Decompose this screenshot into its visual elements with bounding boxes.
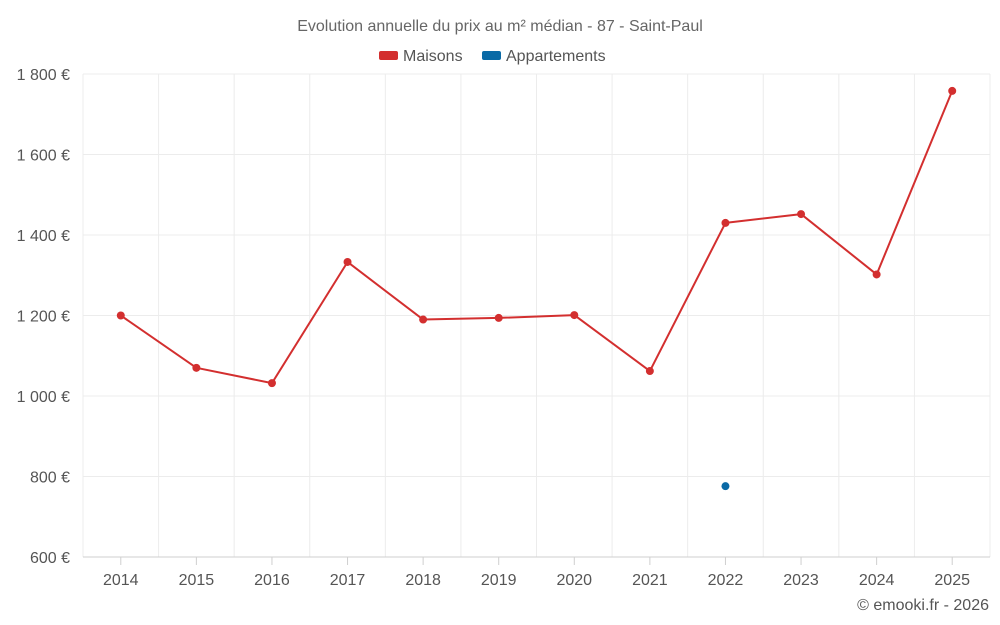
data-point-maisons-2023[interactable] [797, 210, 806, 219]
y-tick-label: 1 400 € [17, 228, 70, 245]
data-point-maisons-2020[interactable] [570, 311, 579, 320]
data-point-maisons-2014[interactable] [116, 311, 125, 320]
x-tick-label: 2020 [556, 572, 592, 589]
legend-item-maisons[interactable]: Maisons [379, 48, 463, 65]
x-tick-label: 2016 [254, 572, 290, 589]
x-tick-label: 2019 [481, 572, 517, 589]
data-point-appartements-2022[interactable] [721, 482, 730, 491]
data-point-maisons-2019[interactable] [494, 313, 503, 322]
data-point-maisons-2018[interactable] [419, 315, 428, 324]
y-tick-label: 1 200 € [17, 309, 70, 326]
legend-swatch-appartements [482, 51, 501, 60]
x-tick-label: 2023 [783, 572, 819, 589]
y-tick-label: 1 800 € [17, 67, 70, 84]
data-point-maisons-2022[interactable] [721, 218, 730, 227]
y-tick-label: 1 600 € [17, 148, 70, 165]
legend-swatch-maisons [379, 51, 398, 60]
series-appartements [721, 482, 730, 491]
data-point-maisons-2016[interactable] [267, 379, 276, 388]
x-tick-label: 2022 [708, 572, 744, 589]
x-tick-label: 2021 [632, 572, 668, 589]
y-tick-label: 1 000 € [17, 389, 70, 406]
x-tick-label: 2014 [103, 572, 139, 589]
legend-label-appartements: Appartements [506, 48, 606, 65]
y-tick-label: 800 € [30, 470, 70, 487]
data-point-maisons-2015[interactable] [192, 363, 201, 372]
data-point-maisons-2021[interactable] [645, 367, 654, 376]
legend-item-appartements[interactable]: Appartements [482, 48, 606, 65]
series [116, 86, 957, 491]
x-tick-label: 2015 [179, 572, 215, 589]
x-tick-label: 2018 [405, 572, 441, 589]
x-tick-label: 2024 [859, 572, 895, 589]
grid [82, 73, 991, 557]
x-tick-label: 2025 [934, 572, 970, 589]
axes: 600 € 800 € 1 000 € 1 200 € 1 400 € 1 600 € 1 … [17, 67, 990, 589]
legend-label-maisons: Maisons [403, 48, 463, 65]
x-tick-label: 2017 [330, 572, 366, 589]
y-tick-label: 600 € [30, 550, 70, 567]
credit-text: © emooki.fr - 2026 [857, 597, 989, 614]
data-point-maisons-2024[interactable] [872, 270, 881, 279]
series-maisons [116, 86, 957, 388]
data-point-maisons-2017[interactable] [343, 257, 352, 266]
legend: Maisons Appartements [379, 48, 606, 65]
data-point-maisons-2025[interactable] [948, 86, 957, 95]
chart-title: Evolution annuelle du prix au m² médian … [297, 18, 703, 35]
series-line-maisons [119, 89, 954, 385]
